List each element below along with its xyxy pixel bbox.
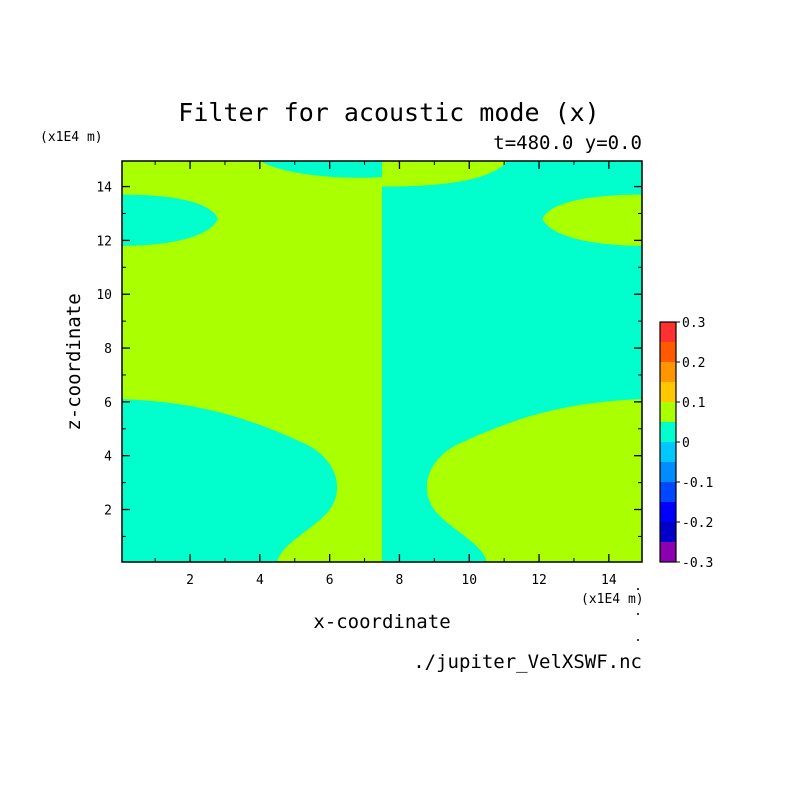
bottom-right-positive-lobe <box>426 399 642 562</box>
chart-subtitle: t=480.0 y=0.0 <box>493 132 642 154</box>
colorbar-tick-label: -0.3 <box>682 556 713 571</box>
colorbar-tick-label: -0.1 <box>682 476 713 491</box>
colorbar-segment <box>660 362 676 382</box>
x-tick-label: 8 <box>396 573 404 588</box>
colorbar-segment <box>660 482 676 502</box>
right-side-positive-lobe <box>542 194 642 246</box>
colorbar-segment <box>660 462 676 482</box>
x-axis-label: x-coordinate <box>313 611 450 633</box>
x-tick-label: 10 <box>461 573 477 588</box>
colorbar-segment <box>660 422 676 442</box>
top-left-negative-lobe <box>259 161 382 178</box>
source-filename: ./jupiter_VelXSWF.nc <box>413 651 642 673</box>
colorbar-segment <box>660 322 676 342</box>
y-tick-label: 14 <box>96 181 112 196</box>
top-right-positive-lobe <box>382 161 508 187</box>
colorbar-segment <box>660 342 676 362</box>
colorbar-tick-label: 0.1 <box>682 396 705 411</box>
colorbar-tick-label: -0.2 <box>682 516 713 531</box>
colorbar-segment <box>660 382 676 402</box>
colorbar-tick-label: 0.3 <box>682 316 705 331</box>
x-tick-label: 14 <box>601 573 617 588</box>
colorbar-segment <box>660 402 676 422</box>
x-tick-label: 6 <box>326 573 334 588</box>
colorbar-segment <box>660 502 676 522</box>
colorbar-segment <box>660 522 676 542</box>
colorbar: -0.3 -0.2 -0.1 0 0.1 0.2 0.3 <box>659 316 713 571</box>
y-tick-label: 12 <box>96 234 112 249</box>
y-tick-label: 6 <box>104 396 112 411</box>
y-axis-ticks: 2 4 6 8 10 12 14 <box>96 181 642 537</box>
marker-dot <box>637 639 639 641</box>
x-tick-label: 12 <box>531 573 547 588</box>
marker-dot <box>637 588 639 590</box>
colorbar-tick-label: 0 <box>682 436 690 451</box>
colorbar-tick-label: 0.2 <box>682 356 705 371</box>
plot-area <box>121 160 643 563</box>
y-tick-label: 4 <box>104 450 112 465</box>
colorbar-segment <box>660 542 676 562</box>
colorbar-segment <box>660 442 676 462</box>
y-tick-label: 8 <box>104 342 112 357</box>
y-tick-label: 2 <box>104 504 112 519</box>
x-tick-label: 4 <box>256 573 264 588</box>
bottom-left-negative-lobe <box>122 399 338 562</box>
chart-title: Filter for acoustic mode (x) <box>178 98 599 127</box>
x-tick-label: 2 <box>186 573 194 588</box>
marker-dot <box>637 613 639 615</box>
y-unit-label: (x1E4 m) <box>40 130 103 145</box>
x-axis-ticks: 2 4 6 8 10 12 14 <box>154 161 617 588</box>
left-side-negative-lobe <box>122 194 218 246</box>
plot-frame <box>121 160 643 563</box>
y-axis-label: z-coordinate <box>63 293 85 430</box>
y-tick-label: 10 <box>96 288 112 303</box>
x-unit-label: (x1E4 m) <box>581 592 644 607</box>
